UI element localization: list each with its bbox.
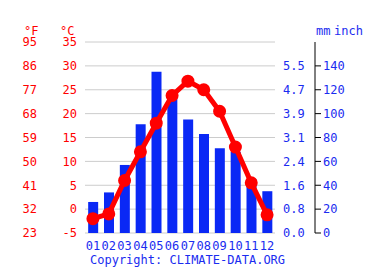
svg-text:0.0: 0.0 — [283, 226, 305, 240]
svg-text:77: 77 — [23, 83, 37, 97]
svg-text:01: 01 — [86, 239, 100, 253]
svg-text:05: 05 — [149, 239, 163, 253]
svg-text:50: 50 — [23, 155, 37, 169]
html-text:mm inch: mm inch — [316, 24, 363, 38]
svg-text:2.4: 2.4 — [283, 155, 305, 169]
svg-text:0: 0 — [70, 202, 77, 216]
svg-text:25: 25 — [63, 83, 77, 97]
svg-text:20: 20 — [323, 202, 337, 216]
svg-text:30: 30 — [63, 59, 77, 73]
svg-text:95: 95 — [23, 35, 37, 49]
svg-text:60: 60 — [323, 155, 337, 169]
svg-text:5.5: 5.5 — [283, 59, 305, 73]
svg-text:09: 09 — [212, 239, 226, 253]
svg-text:10: 10 — [228, 239, 242, 253]
svg-text:120: 120 — [323, 83, 345, 97]
svg-text:0.8: 0.8 — [283, 202, 305, 216]
html-text:°F: °F — [24, 24, 39, 38]
svg-text:3.1: 3.1 — [283, 131, 305, 145]
svg-text:20: 20 — [63, 107, 77, 121]
svg-text:1.6: 1.6 — [283, 179, 305, 193]
svg-text:86: 86 — [23, 59, 37, 73]
svg-text:11: 11 — [244, 239, 258, 253]
svg-text:4.7: 4.7 — [283, 83, 305, 97]
svg-text:07: 07 — [181, 239, 195, 253]
svg-text:0: 0 — [323, 226, 330, 240]
svg-text:140: 140 — [323, 59, 345, 73]
svg-text:03: 03 — [117, 239, 131, 253]
svg-text:-5: -5 — [63, 226, 77, 240]
svg-text:32: 32 — [23, 202, 37, 216]
svg-text:23: 23 — [23, 226, 37, 240]
svg-text:04: 04 — [133, 239, 147, 253]
svg-text:5: 5 — [70, 179, 77, 193]
svg-text:35: 35 — [63, 35, 77, 49]
svg-text:41: 41 — [23, 179, 37, 193]
svg-text:10: 10 — [63, 155, 77, 169]
svg-text:08: 08 — [197, 239, 211, 253]
svg-text:59: 59 — [23, 131, 37, 145]
svg-text:100: 100 — [323, 107, 345, 121]
html-text:°C: °C — [60, 24, 75, 38]
svg-text:3.9: 3.9 — [283, 107, 305, 121]
svg-text:02: 02 — [102, 239, 116, 253]
svg-text:15: 15 — [63, 131, 77, 145]
svg-text:68: 68 — [23, 107, 37, 121]
html-text:Copyright: CLIMATE-DATA.ORG: Copyright: CLIMATE-DATA.ORG — [90, 253, 286, 267]
svg-text:06: 06 — [165, 239, 179, 253]
svg-text:80: 80 — [323, 131, 337, 145]
svg-text:12: 12 — [260, 239, 274, 253]
svg-text:40: 40 — [323, 179, 337, 193]
